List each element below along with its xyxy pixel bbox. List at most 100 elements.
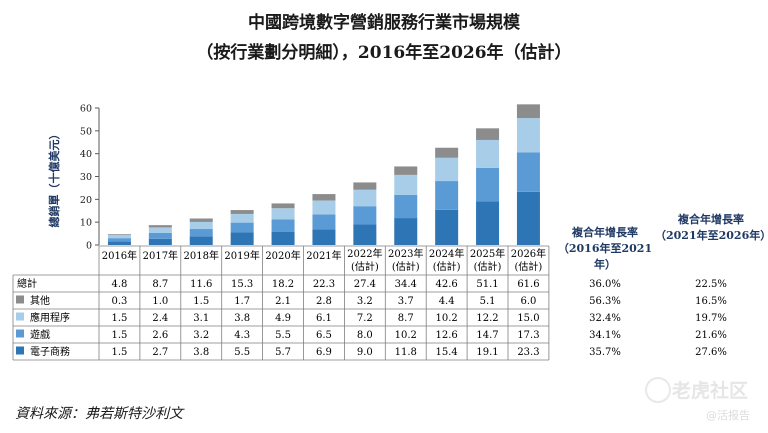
bar-app: [271, 208, 295, 220]
bar-app: [312, 200, 336, 215]
table-cell: 61.6: [517, 279, 539, 290]
table-cell: 2.1: [275, 296, 291, 307]
table-cell: 8.7: [398, 313, 414, 324]
cagr-2021-2026: 22.5%: [695, 279, 727, 290]
legend-swatch-game: [16, 329, 24, 338]
y-tick-label: 0: [86, 241, 92, 252]
bar-ecom: [107, 241, 131, 245]
table-cell: 14.7: [476, 330, 498, 341]
table-cell: 51.1: [476, 279, 498, 290]
bar-app: [107, 234, 131, 239]
bar-ecom: [148, 238, 172, 245]
table-cell: 9.0: [357, 347, 373, 358]
cagr-header-2016-2021: 複合年增長率 （2016年至2021年）: [550, 225, 660, 273]
bar-app: [476, 139, 500, 168]
table-cell: 5.1: [480, 296, 496, 307]
x-tick-label: 2020年: [265, 249, 300, 262]
chart-title: 中國跨境數字營銷服務行業市場規模: [248, 13, 520, 33]
y-tick-label: 40: [80, 149, 92, 160]
bar-game: [476, 167, 500, 202]
table-cell: 6.1: [316, 313, 332, 324]
table-cell: 15.4: [436, 347, 458, 358]
table-cell: 10.2: [395, 330, 417, 341]
table-cell: 22.3: [313, 279, 335, 290]
table-cell: 4.3: [234, 330, 250, 341]
source-note: 資料來源：弗若斯特沙利文: [15, 406, 183, 422]
table-cell: 2.6: [152, 330, 168, 341]
watermark-logo-icon: [645, 377, 671, 403]
bar-game: [107, 238, 131, 242]
totals-label: 總計: [17, 277, 37, 290]
x-tick-sublabel: (估計): [433, 260, 461, 273]
x-tick-label: 2024年: [429, 247, 464, 260]
table-cell: 1.5: [111, 347, 127, 358]
x-tick-label: 2019年: [224, 249, 259, 262]
bar-app: [435, 157, 459, 182]
bar-game: [148, 232, 172, 239]
bar-ecom: [189, 236, 213, 245]
x-tick-sublabel: (估計): [474, 260, 502, 273]
cagr-header-left-line: （2016年至2021年）: [557, 242, 653, 271]
table-cell: 8.7: [152, 279, 168, 290]
cagr-2021-2026: 21.6%: [695, 330, 727, 341]
bar-app: [189, 221, 213, 230]
x-tick-label: 2025年: [470, 247, 505, 260]
cagr-2016-2021: 32.4%: [589, 313, 621, 324]
bar-game: [230, 222, 254, 233]
x-tick-label: 2021年: [306, 249, 341, 262]
cagr-2021-2026: 19.7%: [695, 313, 727, 324]
table-cell: 18.2: [272, 279, 294, 290]
bar-other: [353, 182, 377, 190]
bar-other: [476, 128, 500, 140]
table-cell: 1.7: [234, 296, 250, 307]
x-tick-label: 2026年: [511, 247, 546, 260]
legend-label-app: 應用程序: [30, 311, 70, 324]
table-cell: 3.2: [357, 296, 373, 307]
table-cell: 6.9: [316, 347, 332, 358]
bar-app: [394, 174, 418, 195]
bar-other: [516, 104, 540, 119]
bar-ecom: [230, 232, 254, 245]
legend-swatch-ecom: [16, 346, 24, 355]
x-tick-label: 2023年: [388, 247, 423, 260]
cagr-2021-2026: 27.6%: [695, 347, 727, 358]
x-tick-sublabel: (估計): [515, 260, 543, 273]
table-cell: 4.9: [275, 313, 291, 324]
x-tick-sublabel: (估計): [392, 260, 420, 273]
table-cell: 6.0: [520, 296, 536, 307]
legend-label-ecom: 電子商務: [30, 345, 70, 358]
table-cell: 11.8: [395, 347, 417, 358]
bar-ecom: [394, 218, 418, 245]
bar-other: [107, 234, 131, 235]
bar-game: [312, 214, 336, 230]
table-cell: 4.8: [111, 279, 127, 290]
bar-app: [353, 189, 377, 207]
y-tick-label: 20: [80, 195, 92, 206]
table-cell: 15.0: [517, 313, 539, 324]
chart-subtitle: （按行業劃分明細），2016年至2026年（估計）: [196, 43, 572, 63]
cagr-header-right-line: （2021年至2026年）: [655, 229, 768, 242]
y-tick-label: 30: [80, 172, 92, 183]
cagr-header-right-line: 複合年增長率: [678, 213, 744, 226]
legend-label-other: 其他: [30, 294, 50, 307]
table-cell: 3.8: [234, 313, 250, 324]
bar-ecom: [476, 201, 500, 245]
cagr-2016-2021: 56.3%: [589, 296, 621, 307]
bar-ecom: [516, 191, 540, 245]
bar-other: [148, 225, 172, 228]
table-cell: 10.2: [436, 313, 458, 324]
bar-other: [312, 194, 336, 201]
table-cell: 3.8: [193, 347, 209, 358]
table-cell: 17.3: [517, 330, 539, 341]
bar-app: [230, 213, 254, 223]
cagr-header-2021-2026: 複合年增長率 （2021年至2026年）: [655, 212, 768, 244]
table-cell: 2.7: [152, 347, 168, 358]
bar-other: [435, 147, 459, 158]
cagr-2021-2026: 16.5%: [695, 296, 727, 307]
bar-ecom: [353, 224, 377, 245]
table-cell: 5.7: [275, 347, 291, 358]
table-cell: 8.0: [357, 330, 373, 341]
bar-other: [189, 218, 213, 222]
table-cell: 5.5: [234, 347, 250, 358]
